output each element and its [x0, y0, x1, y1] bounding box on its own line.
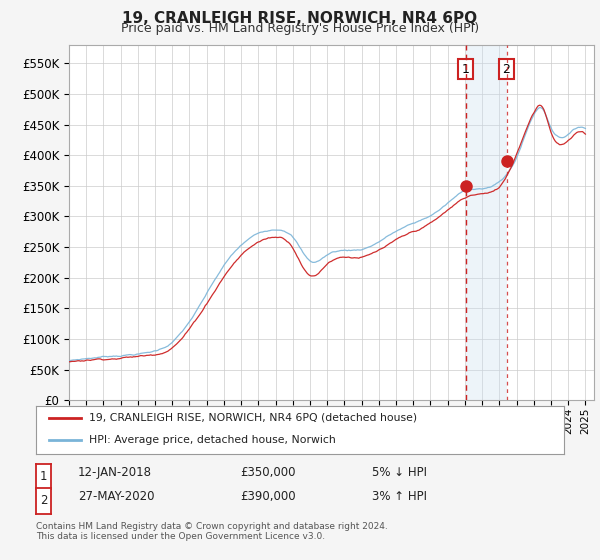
Text: 27-MAY-2020: 27-MAY-2020: [78, 490, 155, 503]
Bar: [466, 45, 506, 400]
Text: HPI: Average price, detached house, Norwich: HPI: Average price, detached house, Norw…: [89, 435, 335, 445]
Text: 19, CRANLEIGH RISE, NORWICH, NR4 6PQ (detached house): 19, CRANLEIGH RISE, NORWICH, NR4 6PQ (de…: [89, 413, 417, 423]
Text: 5% ↓ HPI: 5% ↓ HPI: [372, 465, 427, 479]
Text: £350,000: £350,000: [240, 465, 296, 479]
Text: Contains HM Land Registry data © Crown copyright and database right 2024.
This d: Contains HM Land Registry data © Crown c…: [36, 522, 388, 542]
Text: 12-JAN-2018: 12-JAN-2018: [78, 465, 152, 479]
Text: 1: 1: [461, 63, 470, 76]
Text: Price paid vs. HM Land Registry's House Price Index (HPI): Price paid vs. HM Land Registry's House …: [121, 22, 479, 35]
Text: 1: 1: [40, 470, 47, 483]
Text: 2: 2: [40, 494, 47, 507]
Text: £390,000: £390,000: [240, 490, 296, 503]
Text: 2: 2: [503, 63, 511, 76]
Text: 3% ↑ HPI: 3% ↑ HPI: [372, 490, 427, 503]
Text: 19, CRANLEIGH RISE, NORWICH, NR4 6PQ: 19, CRANLEIGH RISE, NORWICH, NR4 6PQ: [122, 11, 478, 26]
